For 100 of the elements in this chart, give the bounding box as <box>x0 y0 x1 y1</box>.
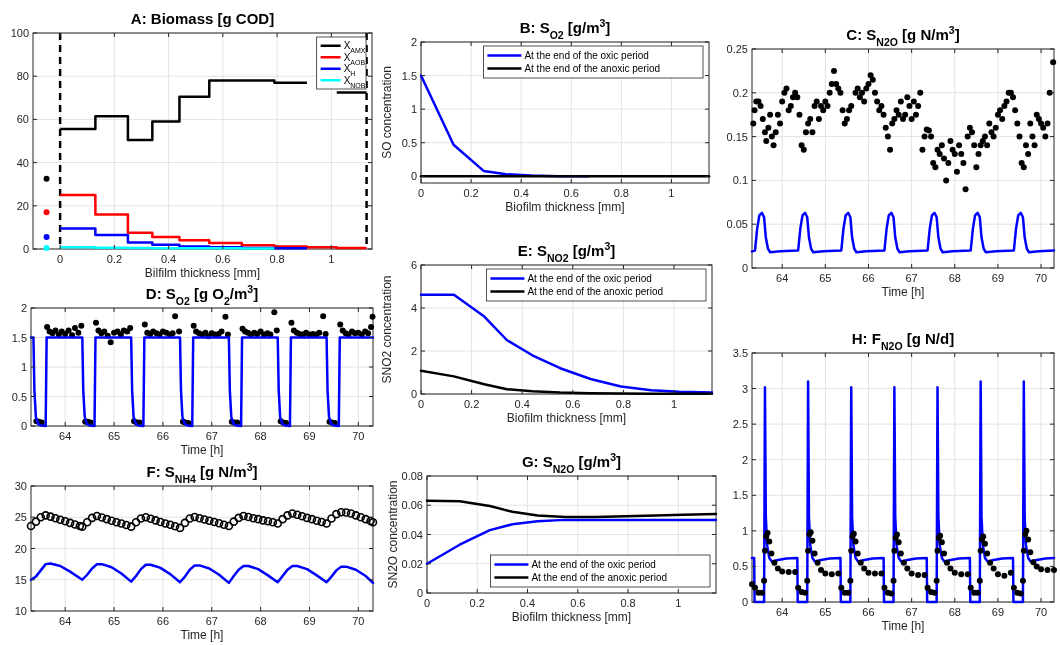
x-tick-label: 0.6 <box>563 187 579 199</box>
chart-title: B: S$_{O2}$ [g/m$^{3}$] <box>519 17 611 41</box>
x-tick-label: 70 <box>1034 272 1048 284</box>
x-tick-label: 64 <box>59 430 72 442</box>
y-tick-label: 3.5 <box>732 347 748 359</box>
chart-title: F: S$_{NH4}$ [g N/m$^{3}$] <box>146 461 258 485</box>
x-tick-label: 69 <box>991 606 1005 618</box>
x-tick-label: 68 <box>948 272 961 284</box>
x-axis-title: Bilfilm thickness [mm] <box>144 266 261 280</box>
chart-title: G: S$_{N2O}$ [g/m$^{3}$] <box>521 451 622 475</box>
x-tick-label: 0.4 <box>160 253 177 265</box>
legend-label: X$_{AMX}$ <box>343 40 366 54</box>
x-tick-label: 70 <box>352 430 365 442</box>
x-tick-label: 0.2 <box>463 187 479 199</box>
x-tick-label: 69 <box>991 272 1005 284</box>
chart-title: A: Biomass [g COD] <box>130 10 275 27</box>
x-tick-label: 70 <box>352 615 365 627</box>
legend-label: At the end of the anoxic period <box>524 63 661 74</box>
y-tick-label: 0.05 <box>726 218 748 231</box>
x-tick-label: 67 <box>205 430 218 442</box>
line-series <box>29 562 375 585</box>
x-axis-title: Biofilm thickness [mm] <box>505 200 625 214</box>
y-tick-label: 10 <box>14 605 27 617</box>
y-tick-label: 0 <box>22 243 29 255</box>
y-tick-label: 0.25 <box>726 43 748 55</box>
x-tick-label: 1 <box>670 398 678 410</box>
y-tick-label: 0 <box>741 262 748 274</box>
y-tick-label: 0 <box>410 170 417 183</box>
chart-title: H: F$_{N2O}$ [g N/d] <box>851 330 955 352</box>
y-tick-label: 2 <box>20 302 27 314</box>
x-axis-title: Time [h] <box>180 628 224 642</box>
y-tick-label: 1.5 <box>401 69 417 82</box>
y-tick-label: 3 <box>741 382 748 395</box>
y-tick-label: 1.5 <box>11 331 27 344</box>
x-tick-label: 66 <box>156 430 170 442</box>
y-tick-label: 0.1 <box>732 174 748 187</box>
line-series <box>425 499 718 519</box>
x-tick-label: 0.4 <box>519 597 536 609</box>
y-axis-title: SO concentration <box>380 66 394 159</box>
y-tick-label: 25 <box>14 511 27 524</box>
y-tick-label: 2 <box>410 345 417 357</box>
x-tick-label: 65 <box>107 430 121 442</box>
chart-title: D: S$_{O2}$ [g O$_{2}$/m$^{3}$] <box>145 283 259 307</box>
x-tick-label: 69 <box>303 430 316 442</box>
y-tick-label: 1 <box>410 103 417 116</box>
y-tick-label: 2 <box>410 36 417 48</box>
x-tick-label: 1 <box>675 597 682 609</box>
x-tick-label: 0.4 <box>513 187 529 199</box>
y-tick-label: 0.15 <box>726 130 748 143</box>
x-tick-label: 0 <box>57 253 64 265</box>
x-tick-label: 0.8 <box>269 253 285 265</box>
x-tick-label: 69 <box>303 615 316 627</box>
x-tick-label: 66 <box>862 272 875 284</box>
y-tick-label: 80 <box>16 70 29 83</box>
y-tick-label: 1 <box>20 361 27 373</box>
y-tick-label: 0.02 <box>401 557 423 570</box>
x-axis-title: Biofilm thickness [mm] <box>506 411 627 425</box>
x-tick-label: 67 <box>905 272 918 284</box>
x-tick-label: 1 <box>668 187 675 199</box>
x-tick-label: 0.8 <box>613 187 629 199</box>
legend-label: At the end of the oxic period <box>527 273 652 284</box>
y-tick-label: 1 <box>741 524 748 537</box>
x-tick-label: 0.6 <box>565 398 581 410</box>
x-axis-title: Time [h] <box>881 619 925 633</box>
x-tick-label: 0.2 <box>106 253 123 265</box>
x-tick-label: 65 <box>107 615 121 627</box>
line-series <box>750 211 1056 254</box>
y-tick-label: 60 <box>16 113 29 126</box>
x-tick-label: 0.2 <box>469 597 485 609</box>
legend-label: At the end of the oxic period <box>524 50 649 61</box>
legend-label: At the end of the anoxic period <box>531 572 668 583</box>
x-tick-label: 67 <box>905 606 918 618</box>
x-tick-label: 64 <box>776 606 789 618</box>
y-tick-label: 0 <box>416 587 423 599</box>
y-tick-label: 1.5 <box>732 489 748 502</box>
x-axis-title: Time [h] <box>881 285 925 299</box>
x-tick-label: 0.8 <box>620 597 636 609</box>
x-tick-label: 66 <box>156 615 170 627</box>
y-tick-label: 0.5 <box>11 390 27 403</box>
x-tick-label: 0.6 <box>570 597 586 609</box>
y-tick-label: 0 <box>410 388 417 400</box>
x-tick-label: 64 <box>776 272 789 284</box>
x-tick-label: 67 <box>205 615 218 627</box>
x-tick-label: 68 <box>254 430 267 442</box>
y-tick-label: 0.04 <box>401 528 423 541</box>
y-tick-label: 0 <box>20 420 27 432</box>
x-tick-label: 0.2 <box>463 398 480 410</box>
y-tick-label: 6 <box>410 259 417 271</box>
x-tick-label: 68 <box>948 606 961 618</box>
x-tick-label: 0.8 <box>615 398 632 410</box>
x-tick-label: 65 <box>819 272 832 284</box>
y-tick-label: 15 <box>14 573 27 586</box>
line-series <box>750 380 1056 604</box>
y-tick-label: 30 <box>14 480 27 492</box>
y-tick-label: 40 <box>16 156 29 169</box>
y-axis-title: SNO2 concentration <box>380 275 394 384</box>
y-tick-label: 2 <box>741 453 748 466</box>
x-axis-title: Time [h] <box>180 443 224 457</box>
y-tick-label: 2.5 <box>732 418 748 431</box>
y-tick-label: 4 <box>410 302 417 314</box>
